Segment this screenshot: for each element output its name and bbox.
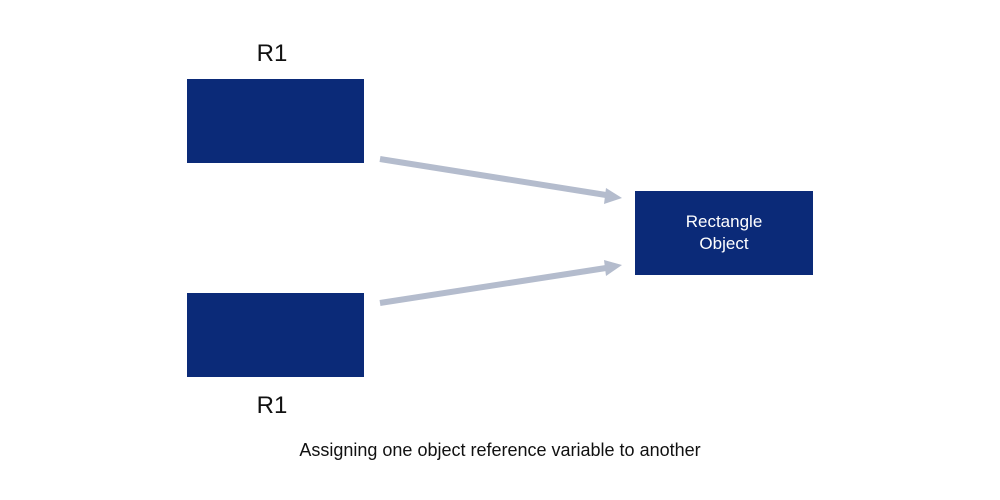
- arrow-bottom: [379, 260, 622, 306]
- reference-label-bottom: R1: [256, 392, 288, 419]
- arrow-top: [379, 156, 622, 204]
- rectangle-object-label: Rectangle Object: [685, 212, 763, 253]
- rectangle-object-box: Rectangle Object: [635, 191, 813, 275]
- reference-box-top: [187, 79, 364, 163]
- reference-label-top: R1: [256, 40, 288, 67]
- reference-box-bottom: [187, 293, 364, 377]
- diagram-caption: Assigning one object reference variable …: [299, 440, 701, 460]
